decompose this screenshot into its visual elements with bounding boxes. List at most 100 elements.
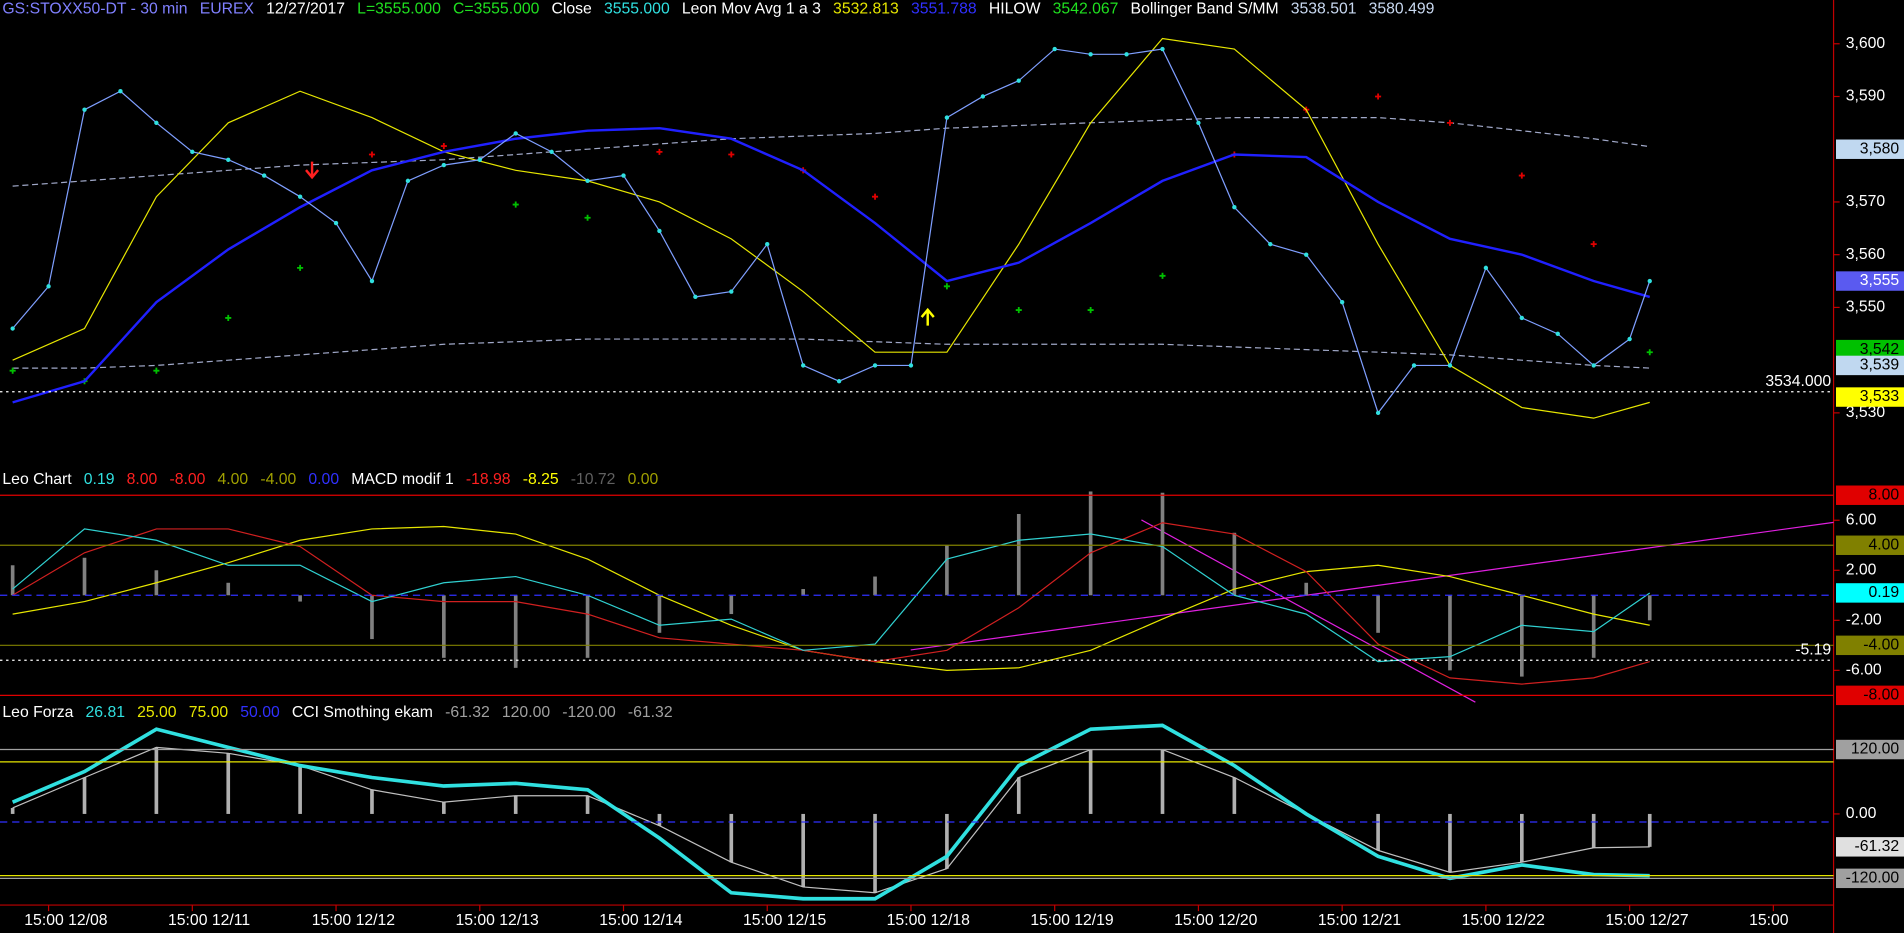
legend-item: HILOW [989, 1, 1041, 18]
panel [9, 37, 1653, 419]
histogram-bar [1520, 813, 1524, 863]
close-point [585, 178, 590, 184]
hilow-cross [1087, 307, 1094, 314]
x-tick-label: 15:00 12/15 [743, 912, 826, 929]
legend-item: 8.00 [127, 471, 158, 488]
histogram-bar [442, 802, 446, 814]
legend: Leo Chart 0.19 8.00 -8.00 4.00 -4.00 0.00 MACD … [2, 471, 658, 488]
histogram-bar [1448, 595, 1452, 671]
x-tick-label: 15:00 12/13 [455, 912, 538, 929]
close-point [980, 94, 986, 99]
histogram-bar [1232, 532, 1237, 596]
panel [10, 723, 1652, 901]
close-point [190, 149, 195, 155]
legend-item: 12/27/2017 [266, 1, 345, 18]
value-tag [1836, 635, 1904, 656]
histogram-bar [1647, 595, 1652, 621]
hilow-cross [368, 151, 376, 158]
close-point [1232, 205, 1237, 210]
close-point [1627, 336, 1632, 342]
hilow-cross [440, 143, 447, 150]
histogram-bar [154, 747, 159, 814]
close-point [1411, 363, 1417, 368]
histogram-bar [1591, 595, 1596, 658]
legend-item: -8.00 [169, 471, 205, 488]
legend-item: -120.00 [562, 704, 616, 721]
hilow-cross [225, 314, 232, 321]
histogram-bar [945, 545, 949, 596]
y-tick-label: 6.00 [1846, 511, 1877, 528]
value-tag-label: 3,580 [1860, 140, 1900, 157]
y-tick-label: 3,590 [1846, 88, 1886, 105]
close-point [908, 363, 914, 368]
value-tag [1836, 139, 1904, 159]
close-point [836, 379, 842, 384]
legend-item: 3551.788 [911, 1, 977, 18]
y-tick-label: 3,570 [1846, 193, 1886, 210]
histogram-bar [226, 753, 231, 814]
legend-item: EUREX [200, 1, 255, 18]
value-tag-label: 8.00 [1868, 486, 1899, 503]
value-tag [1836, 583, 1904, 603]
close-point [657, 228, 662, 234]
legend-item: Bollinger Band S/MM [1131, 1, 1279, 18]
histogram-bar [1304, 582, 1309, 596]
legend-item: 50.00 [240, 704, 280, 721]
close-point [1160, 46, 1165, 52]
histogram-bar [513, 595, 518, 668]
close-point [1268, 241, 1273, 247]
histogram-bar [801, 589, 805, 596]
value-tag [1836, 868, 1904, 889]
histogram-bar [873, 813, 877, 893]
x-tick-label: 15:00 [1749, 912, 1789, 929]
legend-item: -8.25 [523, 471, 559, 488]
histogram-bar [1520, 595, 1524, 677]
histogram-bar [513, 795, 518, 814]
close-point [944, 115, 950, 120]
histogram-bar [298, 595, 302, 602]
close-point [226, 157, 231, 162]
value-tag [1836, 485, 1904, 505]
hilow-cross [1159, 272, 1166, 279]
close-point [513, 131, 518, 136]
hilow-cross [297, 264, 304, 271]
legend-item: 3555.000 [604, 1, 670, 18]
value-tag-label: 4.00 [1868, 536, 1899, 553]
value-tag-label: 0.19 [1868, 584, 1899, 601]
legend-item: 3542.067 [1053, 1, 1119, 18]
close-point [1016, 78, 1021, 83]
hilow-cross [1015, 307, 1022, 314]
x-tick-label: 15:00 12/19 [1030, 912, 1113, 929]
legend-item: 25.00 [137, 704, 177, 721]
histogram-bar [729, 813, 734, 863]
value-tag-label: 3,542 [1860, 341, 1899, 358]
legend-item: -18.98 [466, 471, 511, 488]
x-tick-label: 15:00 12/21 [1318, 912, 1401, 929]
close-point [118, 89, 123, 94]
histogram-bar [1647, 813, 1652, 847]
histogram-bar [370, 595, 374, 640]
close-point [297, 194, 303, 199]
hilow-cross [656, 148, 663, 155]
histogram-bar [1016, 513, 1021, 596]
close-point [1647, 278, 1652, 284]
legend-item: -61.32 [445, 704, 490, 721]
histogram-bar [1088, 749, 1093, 814]
close-point [1519, 315, 1525, 321]
series-line [11, 723, 1650, 901]
histogram-bar [1376, 595, 1380, 633]
value-tag [1836, 535, 1904, 555]
legend-item: 0.00 [628, 471, 659, 488]
close-point [1304, 252, 1309, 257]
histogram-bar [1232, 777, 1237, 814]
value-tag-label: 3,555 [1860, 272, 1900, 289]
reference-label: 3534.000 [1765, 373, 1831, 390]
legend-item: -4.00 [260, 471, 296, 488]
value-tag-label: -61.32 [1854, 838, 1899, 855]
histogram-bar [82, 557, 87, 596]
legend-item: GS:STOXX50-DT - 30 min [2, 1, 187, 18]
close-point [1088, 52, 1093, 57]
close-point [1196, 120, 1201, 126]
histogram-bar [1016, 777, 1021, 814]
